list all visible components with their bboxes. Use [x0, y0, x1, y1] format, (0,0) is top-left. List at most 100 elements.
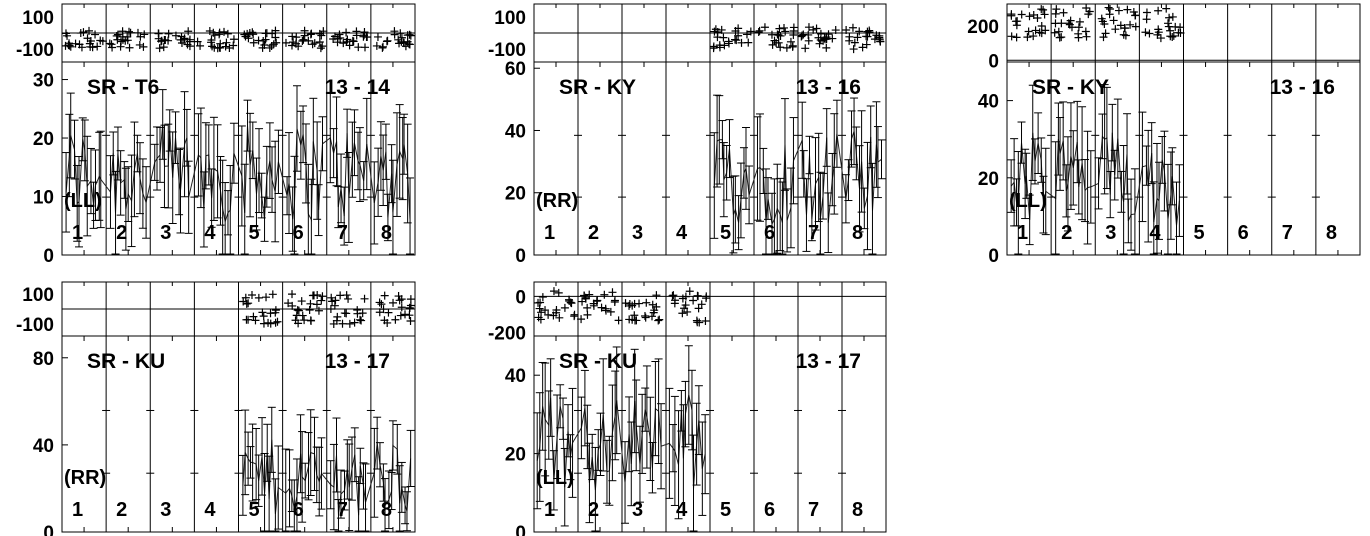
phase-point — [338, 319, 347, 328]
channel-pair-label: 13 - 14 — [325, 76, 391, 99]
phase-point — [697, 300, 706, 309]
phase-tick-label: -100 — [16, 315, 54, 336]
phase-point — [135, 40, 144, 49]
phase-point — [308, 40, 317, 49]
phase-point — [1162, 4, 1171, 13]
phase-point — [140, 30, 149, 39]
phase-point — [258, 43, 267, 52]
phase-point — [340, 309, 349, 318]
polarization-label: (LL) — [536, 467, 574, 489]
closure-panel-2: 0 20 40 60 100 -100 SR - KY 13 - 16 (RR) 1 2 3 4 5 6 7 8 — [488, 3, 887, 267]
phase-tick-label: 100 — [22, 8, 54, 29]
phase-point — [555, 313, 564, 322]
phase-point — [363, 33, 372, 42]
amplitude-trace — [65, 124, 411, 222]
phase-point — [378, 43, 387, 52]
channel-number-label: 4 — [676, 499, 688, 521]
phase-point — [209, 28, 218, 37]
phase-point — [268, 290, 277, 299]
phase-point — [1145, 29, 1154, 38]
phase-point — [734, 24, 743, 33]
phase-point — [1156, 34, 1165, 43]
phase-point — [244, 299, 253, 308]
amp-tick-label: 30 — [33, 71, 54, 92]
phase-point — [815, 39, 824, 48]
phase-point — [858, 43, 867, 52]
phase-point — [391, 315, 400, 324]
phase-point — [248, 28, 257, 37]
phase-point — [107, 40, 116, 49]
channel-number-label: 4 — [204, 222, 216, 244]
phase-point — [266, 319, 275, 328]
phase-point — [394, 292, 403, 301]
phase-point — [1082, 32, 1091, 41]
phase-point — [360, 294, 369, 303]
phase-point — [1067, 23, 1076, 32]
phase-point — [689, 296, 698, 305]
phase-point — [812, 24, 821, 33]
phase-point — [1168, 32, 1177, 41]
phase-point — [327, 293, 336, 302]
channel-number-label: 2 — [116, 499, 127, 521]
phase-point — [254, 293, 263, 302]
phase-point — [1075, 17, 1084, 26]
phase-point — [184, 27, 193, 36]
phase-point — [715, 43, 724, 52]
phase-point — [271, 318, 280, 327]
baseline-label: SR - KU — [559, 350, 637, 373]
phase-point — [316, 44, 325, 53]
polarization-label: (RR) — [536, 190, 578, 212]
phase-point — [352, 27, 361, 36]
phase-point — [775, 24, 784, 33]
phase-point — [207, 38, 216, 47]
channel-number-label: 1 — [1017, 222, 1028, 244]
phase-point — [75, 40, 84, 49]
phase-point — [610, 297, 619, 306]
phase-point — [225, 43, 234, 52]
phase-point — [1119, 30, 1128, 39]
channel-number-label: 7 — [808, 499, 819, 521]
phase-point — [86, 37, 95, 46]
channel-number-label: 8 — [852, 499, 863, 521]
phase-point — [798, 31, 807, 40]
phase-point — [267, 41, 276, 50]
phase-point — [773, 30, 782, 39]
phase-point — [307, 29, 316, 38]
phase-point — [396, 311, 405, 320]
closure-panel-3: 0 20 40 200 0 SR - KY 13 - 16 (LL) 1 2 3 4 5 6 7 8 — [967, 3, 1361, 267]
phase-point — [353, 309, 362, 318]
phase-point — [760, 23, 769, 32]
phase-point — [799, 30, 808, 39]
polarization-label: (RR) — [64, 467, 106, 489]
phase-point — [863, 27, 872, 36]
phase-point — [361, 43, 369, 52]
phase-point — [315, 38, 324, 47]
phase-point — [535, 304, 544, 313]
phase-point — [1012, 33, 1021, 42]
phase-point — [113, 30, 122, 39]
phase-tick-label: 200 — [967, 17, 999, 38]
phase-point — [816, 35, 825, 44]
phase-point — [405, 40, 414, 49]
phase-point — [294, 319, 303, 328]
phase-point — [640, 312, 649, 321]
channel-number-label: 6 — [764, 222, 775, 244]
phase-point — [221, 42, 230, 51]
channel-number-label: 1 — [544, 222, 555, 244]
channel-number-label: 7 — [337, 222, 348, 244]
channel-number-label: 3 — [160, 222, 171, 244]
phase-point — [671, 296, 680, 305]
phase-point — [647, 312, 656, 321]
phase-point — [299, 35, 308, 44]
phase-point — [86, 42, 95, 51]
phase-point — [583, 303, 592, 312]
channel-number-label: 8 — [381, 499, 392, 521]
channel-number-label: 3 — [160, 499, 171, 521]
phase-point — [1017, 10, 1026, 19]
phase-point — [380, 291, 389, 300]
phase-point — [242, 315, 251, 324]
phase-point — [702, 294, 711, 303]
phase-point — [1131, 11, 1140, 20]
channel-number-label: 3 — [1105, 222, 1116, 244]
phase-point — [377, 300, 386, 309]
